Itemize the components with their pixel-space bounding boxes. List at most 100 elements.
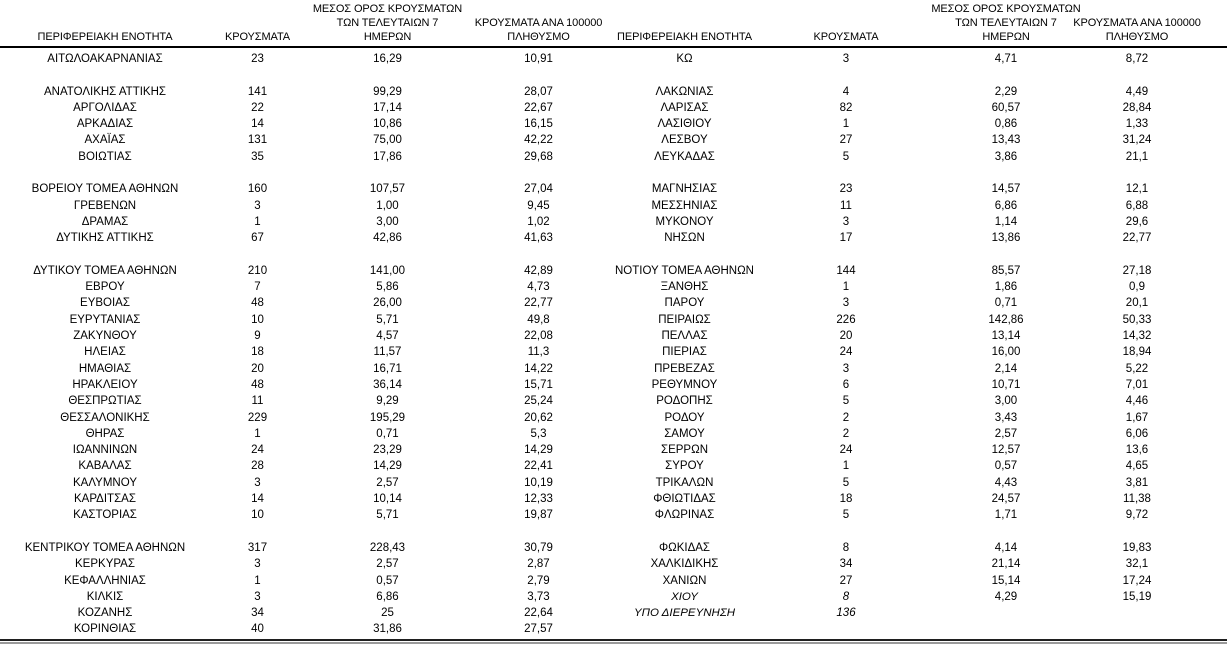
per100k-cell: 50,33 xyxy=(1122,313,1152,326)
per100k-cell: 27,04 xyxy=(524,183,553,196)
cases-cell xyxy=(762,247,930,263)
table-row: ΑΧΑΪΑΣ 131 75,00 42,22 xyxy=(0,132,607,148)
avg7-cell: 107,57 xyxy=(369,183,406,196)
cases-cell xyxy=(762,621,930,637)
cases-cell: 28 xyxy=(251,460,264,473)
per100k-cell: 10,19 xyxy=(524,476,553,489)
cases-cell: 14 xyxy=(251,118,264,131)
avg7-cell: 0,57 xyxy=(994,460,1018,473)
cases-cell: 4 xyxy=(842,85,850,98)
per100k-cell: 18,94 xyxy=(1122,346,1152,359)
avg7-cell: 13,43 xyxy=(991,134,1021,147)
avg7-cell: 4,29 xyxy=(994,590,1018,603)
region-name-cell: ΡΟΔΟΥ xyxy=(664,411,705,424)
table-row: ΛΑΣΙΘΙΟΥ 1 0,86 1,33 xyxy=(607,116,1227,132)
cases-cell xyxy=(762,524,930,540)
cases-cell: 131 xyxy=(247,134,268,147)
table-row-blank xyxy=(607,621,1227,637)
table-row: ΑΡΚΑΔΙΑΣ 14 10,86 16,15 xyxy=(0,116,607,132)
table-row: ΠΑΡΟΥ 3 0,71 20,1 xyxy=(607,295,1227,311)
cases-cell: 23 xyxy=(251,53,264,65)
per100k-cell: 11,38 xyxy=(1123,493,1151,506)
avg7-cell: 75,00 xyxy=(373,134,402,147)
region-name-cell: ΣΥΡΟΥ xyxy=(665,460,704,473)
per100k-cell: 12,1 xyxy=(1125,183,1149,196)
cases-cell: 1 xyxy=(254,215,261,228)
region-name-cell: ΚΑΣΤΟΡΙΑΣ xyxy=(73,509,137,522)
table-row: ΕΥΡΥΤΑΝΙΑΣ 10 5,71 49,8 xyxy=(0,312,607,328)
region-name-cell xyxy=(0,247,210,263)
region-name-cell: ΘΕΣΠΡΩΤΙΑΣ xyxy=(68,395,142,408)
cases-cell: 229 xyxy=(247,411,268,424)
avg7-cell: 3,00 xyxy=(376,215,399,228)
avg7-cell: 4,43 xyxy=(994,476,1018,489)
cases-cell: 136 xyxy=(836,607,856,620)
per100k-cell: 1,67 xyxy=(1125,411,1149,424)
region-name-cell: ΦΘΙΩΤΙΔΑΣ xyxy=(653,493,716,506)
table-row: ΜΥΚΟΝΟΥ 3 1,14 29,6 xyxy=(607,214,1227,230)
avg7-cell: 2,57 xyxy=(376,476,399,489)
cases-cell xyxy=(210,67,305,83)
region-name-cell: ΜΑΓΝΗΣΙΑΣ xyxy=(651,183,718,196)
cases-cell: 3 xyxy=(842,297,850,310)
table-row: ΜΑΓΝΗΣΙΑΣ 23 14,57 12,1 xyxy=(607,181,1227,197)
table-row: ΦΘΙΩΤΙΔΑΣ 18 24,57 11,38 xyxy=(607,491,1227,507)
table-row: ΡΟΔΟΠΗΣ 5 3,00 4,46 xyxy=(607,393,1227,409)
per100k-cell: 14,32 xyxy=(1122,330,1152,343)
per100k-cell: 4,49 xyxy=(1125,85,1149,98)
avg7-cell: 0,71 xyxy=(376,427,399,440)
table-row: ΚΟΡΙΝΘΙΑΣ 40 31,86 27,57 xyxy=(0,621,607,637)
per100k-cell: 12,33 xyxy=(524,493,553,506)
table-row: ΛΕΥΚΑΔΑΣ 5 3,86 21,1 xyxy=(607,149,1227,165)
table-row: ΛΕΣΒΟΥ 27 13,43 31,24 xyxy=(607,132,1227,148)
region-name-cell: ΠΑΡΟΥ xyxy=(664,297,705,310)
bottom-rule xyxy=(0,638,1227,644)
table-row: ΜΕΣΣΗΝΙΑΣ 11 6,86 6,88 xyxy=(607,198,1227,214)
region-name-cell: ΜΕΣΣΗΝΙΑΣ xyxy=(651,199,718,212)
avg7-cell: 1,14 xyxy=(994,215,1018,228)
column-header-avg7-line3: ΗΜΕΡΩΝ xyxy=(982,31,1030,43)
region-name-cell: ΑΧΑΪΑΣ xyxy=(84,134,126,147)
avg7-cell: 16,71 xyxy=(373,362,402,375)
cases-cell: 14 xyxy=(251,493,264,506)
per100k-cell xyxy=(1082,247,1192,263)
table-row: ΗΜΑΘΙΑΣ 20 16,71 14,22 xyxy=(0,361,607,377)
avg7-cell: 16,00 xyxy=(991,346,1021,359)
avg7-cell: 17,86 xyxy=(373,150,402,163)
per100k-cell: 2,87 xyxy=(527,558,550,571)
region-name-cell: ΠΕΙΡΑΙΩΣ xyxy=(658,313,711,326)
cases-cell: 8 xyxy=(842,541,850,554)
table-row: ΠΡΕΒΕΖΑΣ 3 2,14 5,22 xyxy=(607,361,1227,377)
per100k-cell: 30,79 xyxy=(524,541,553,554)
column-header-per100k-line1: ΚΡΟΥΣΜΑΤΑ ΑΝΑ 100000 xyxy=(474,17,603,29)
per100k-cell: 17,24 xyxy=(1122,574,1152,587)
cases-cell: 17 xyxy=(839,232,853,245)
avg7-cell: 1,00 xyxy=(376,199,399,212)
table-row: ΦΛΩΡΙΝΑΣ 5 1,71 9,72 xyxy=(607,507,1227,523)
cases-cell: 27 xyxy=(839,134,853,147)
region-name-cell xyxy=(607,67,762,83)
table-row: ΖΑΚΥΝΘΟΥ 9 4,57 22,08 xyxy=(0,328,607,344)
cases-cell: 18 xyxy=(251,346,264,359)
cases-cell xyxy=(210,247,305,263)
region-name-cell: ΘΗΡΑΣ xyxy=(85,427,125,440)
per100k-cell: 4,73 xyxy=(527,281,550,294)
cases-cell: 11 xyxy=(840,199,852,212)
per100k-cell: 28,07 xyxy=(524,85,553,98)
per100k-cell: 1,02 xyxy=(527,215,550,228)
region-name-cell: ΝΗΣΩΝ xyxy=(664,232,705,245)
cases-cell: 27 xyxy=(839,574,853,587)
per100k-cell: 10,91 xyxy=(524,53,553,65)
table-row: ΚΙΛΚΙΣ 3 6,86 3,73 xyxy=(0,589,607,605)
region-name-cell xyxy=(0,165,210,181)
table-row: ΡΕΘΥΜΝΟΥ 6 10,71 7,01 xyxy=(607,377,1227,393)
avg7-cell: 2,14 xyxy=(994,362,1018,375)
region-name-cell: ΜΥΚΟΝΟΥ xyxy=(655,215,714,228)
region-name-cell: ΚΕΝΤΡΙΚΟΥ ΤΟΜΕΑ ΑΘΗΝΩΝ xyxy=(24,541,186,554)
avg7-cell: 142,86 xyxy=(988,313,1024,326)
avg7-cell: 99,29 xyxy=(373,85,402,98)
avg7-cell xyxy=(930,247,1082,263)
cases-cell: 6 xyxy=(842,378,850,391)
avg7-cell: 6,86 xyxy=(376,590,399,603)
cases-cell: 48 xyxy=(251,378,264,391)
